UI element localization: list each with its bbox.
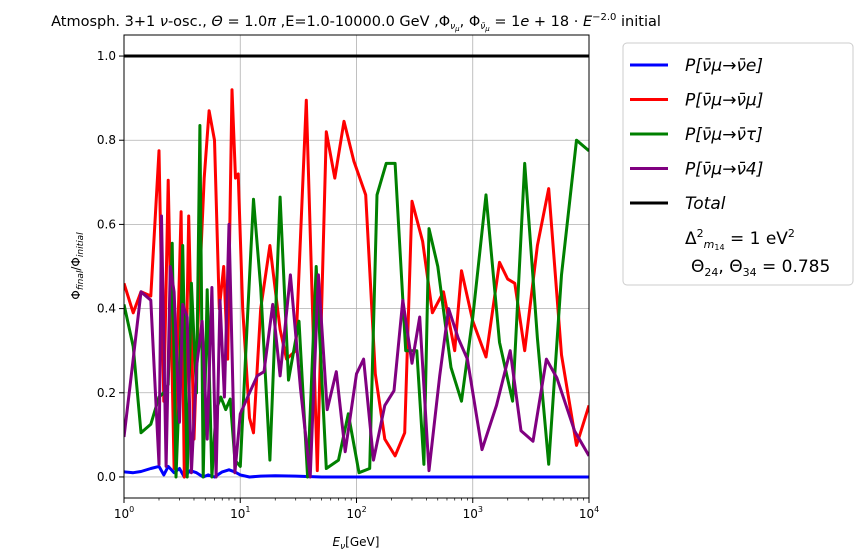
legend: P[ν̄μ→ν̄e] P[ν̄μ→ν̄μ] P[ν̄μ→ν̄τ] P[ν̄μ→ν̄4]… <box>622 42 854 286</box>
legend-entry: P[ν̄μ→ν̄μ] <box>685 91 763 111</box>
legend-entry: P[ν̄μ→ν̄e] <box>685 56 763 76</box>
legend-entry: P[ν̄μ→ν̄4] <box>685 160 763 180</box>
x-tick-label: 102 <box>346 505 366 521</box>
x-tick-label: 104 <box>579 505 599 521</box>
y-tick-label: 0.2 <box>97 386 116 400</box>
series-line-p-e- <box>124 464 589 479</box>
x-tick-label: 103 <box>463 505 483 521</box>
y-axis-label: Φfinal/Φinitial <box>69 232 86 300</box>
y-tick-label: 0.6 <box>97 217 116 231</box>
series-line-p-4- <box>124 214 589 479</box>
x-axis-label: Eν[GeV] <box>333 535 380 552</box>
x-tick-label: 100 <box>114 505 134 521</box>
x-tick-label: 101 <box>230 505 250 521</box>
series-layer <box>124 54 589 479</box>
y-tick-label: 1.0 <box>97 49 116 63</box>
y-tick-label: 0.8 <box>97 133 116 147</box>
ticks: 100 101 102 103 104 0.0 0.2 0.4 0.6 0.8 1.0 <box>97 49 599 521</box>
legend-frame <box>622 42 854 286</box>
y-tick-label: 0.4 <box>97 302 116 316</box>
legend-entry: P[ν̄μ→ν̄τ] <box>685 125 763 145</box>
chart-title: Atmosph. 3+1 ν-osc., Θ = 1.0π ,E=1.0-100… <box>51 12 661 33</box>
legend-note-mass: Δ2m14 = 1 eV2 <box>685 227 795 252</box>
legend-entry: Total <box>685 194 726 214</box>
y-tick-label: 0.0 <box>97 470 116 484</box>
legend-note-angles: Θ24, Θ34 = 0.785 <box>691 257 830 279</box>
